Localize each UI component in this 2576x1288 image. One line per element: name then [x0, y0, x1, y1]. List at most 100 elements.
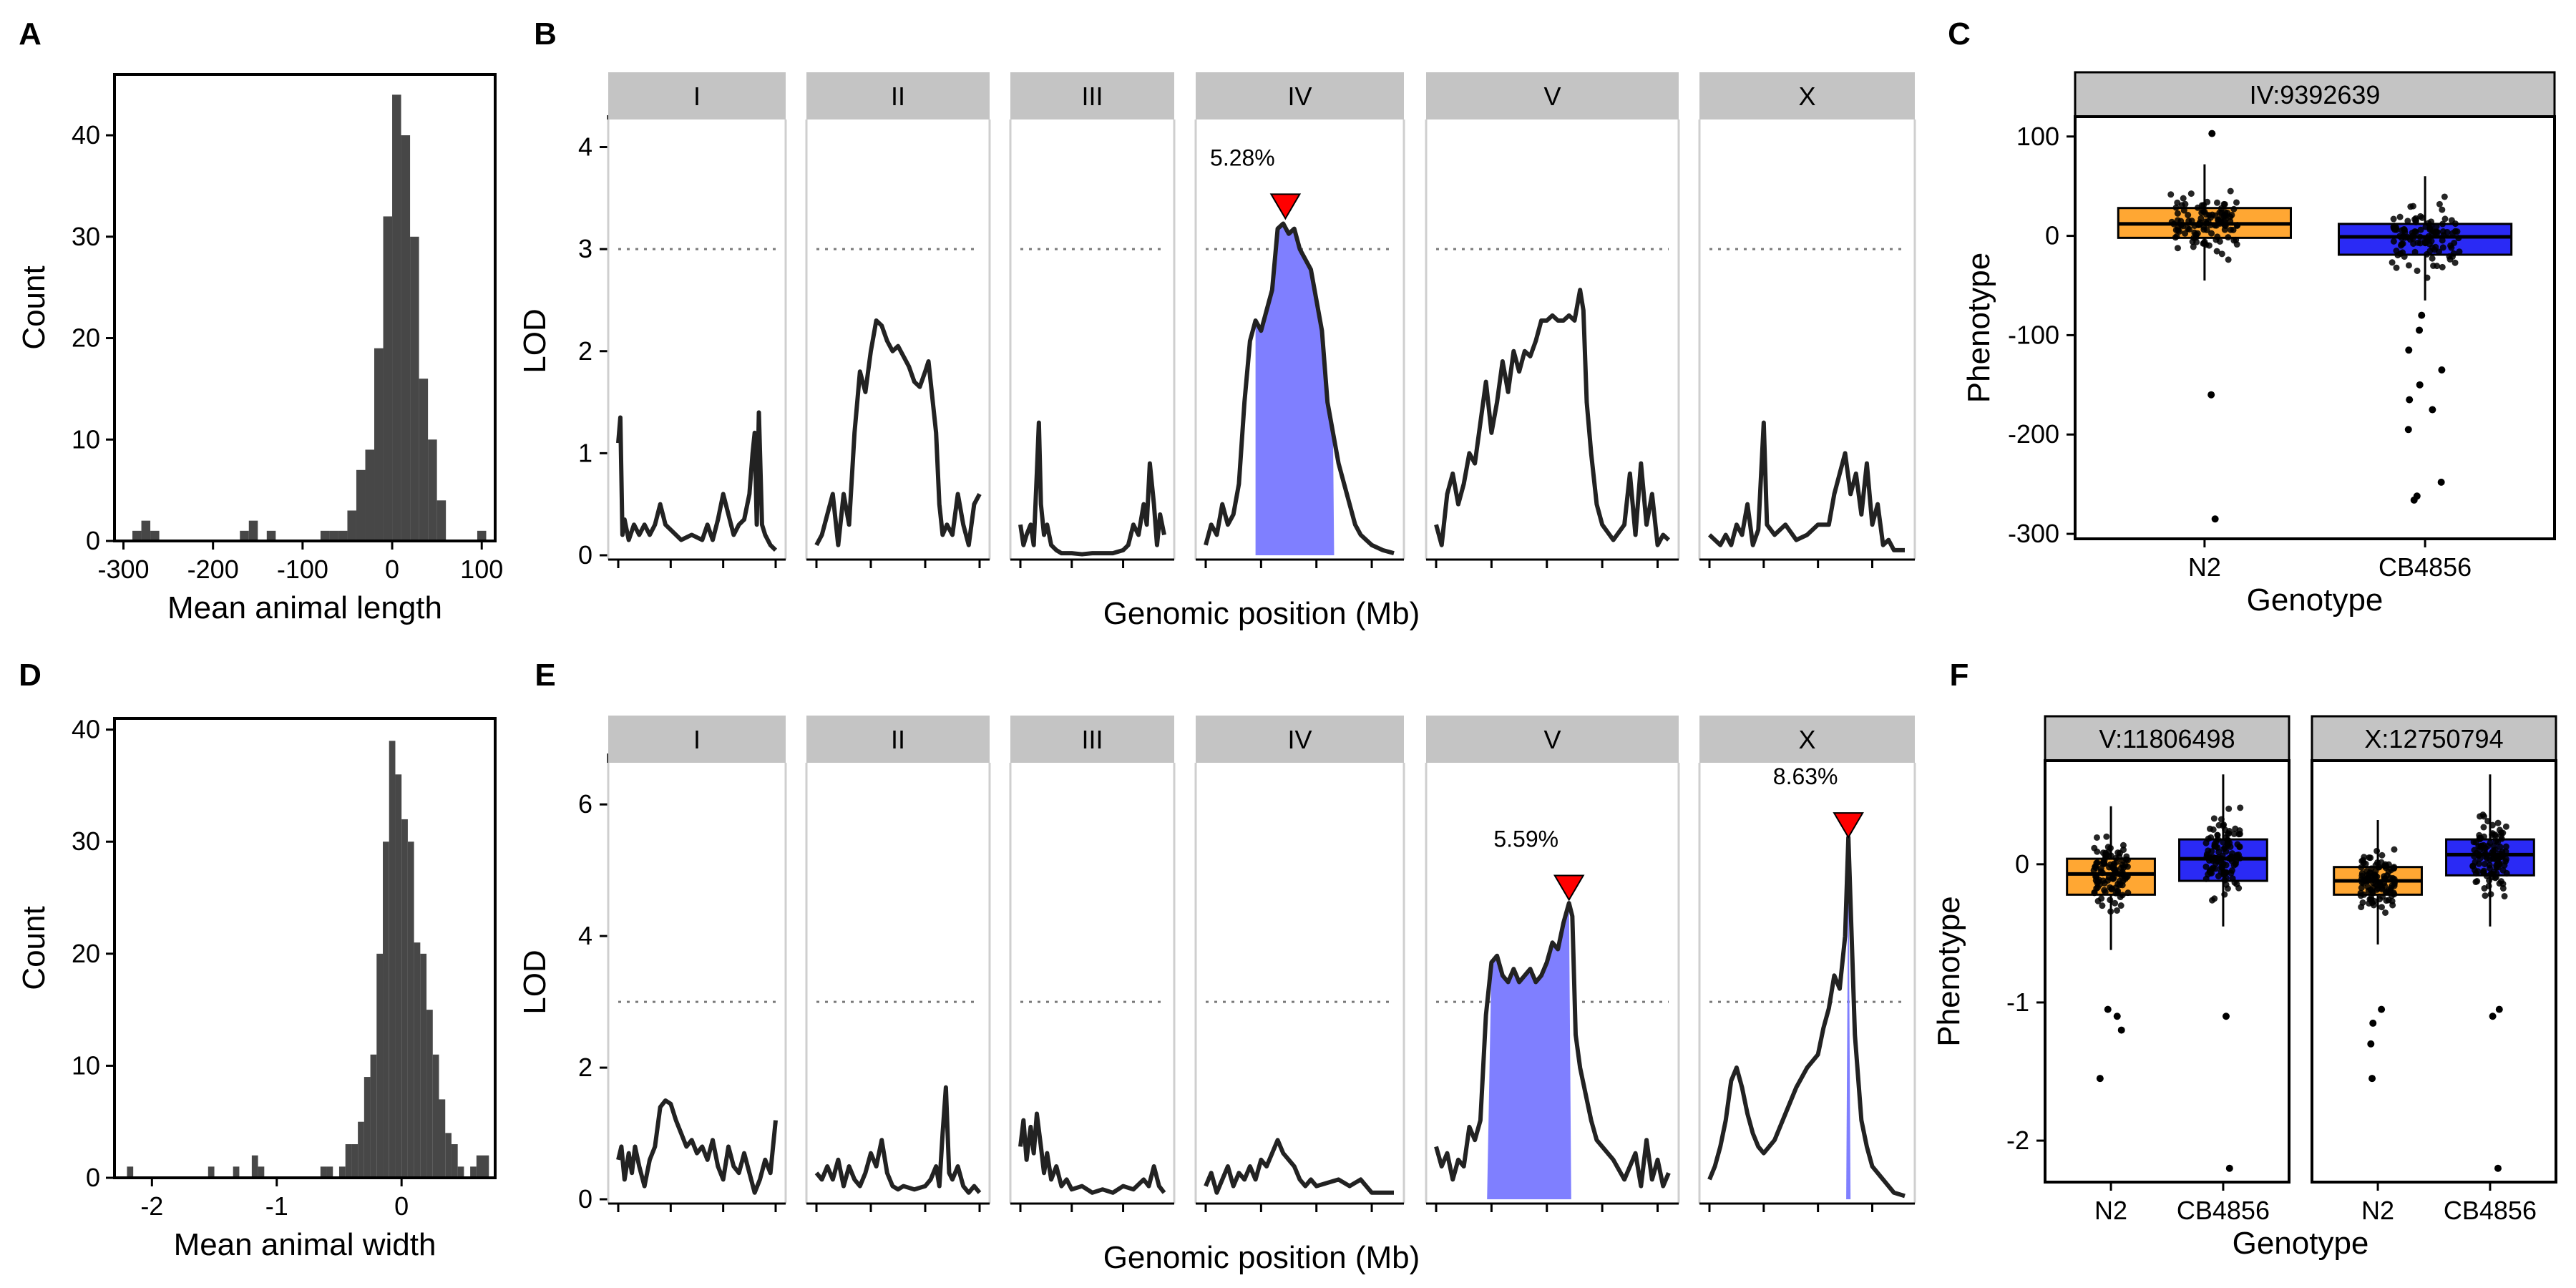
histogram-bar	[356, 469, 366, 541]
jitter-point	[2212, 212, 2219, 219]
jitter-point	[2218, 816, 2225, 823]
lod-curve	[814, 1085, 982, 1195]
jitter-point	[2382, 909, 2389, 916]
y-tick-label: -1	[2006, 987, 2029, 1017]
histogram-bar	[240, 530, 249, 541]
jitter-point	[2233, 199, 2240, 206]
jitter-point	[2474, 868, 2482, 875]
histogram-bar	[266, 530, 276, 541]
outlier-point	[2404, 426, 2412, 434]
jitter-point	[2439, 220, 2446, 228]
histogram-bar	[208, 1166, 215, 1178]
histogram-bar	[414, 942, 421, 1178]
jitter-point	[2201, 238, 2208, 245]
jitter-point	[2180, 195, 2187, 202]
facet-strip	[1699, 72, 1915, 119]
jitter-point	[2185, 212, 2192, 219]
jitter-point	[2228, 869, 2235, 877]
jitter-point	[2470, 839, 2477, 846]
facet-strip	[806, 72, 990, 119]
jitter-point	[2501, 892, 2508, 899]
y-tick-label: 0	[2015, 849, 2029, 879]
jitter-point	[2429, 230, 2436, 237]
y-tick-label: 0	[86, 1163, 100, 1192]
outlier-point	[2416, 326, 2424, 334]
jitter-point	[2487, 839, 2494, 847]
x-axis-label: Genotype	[2247, 582, 2384, 618]
jitter-point	[2371, 872, 2378, 879]
jitter-point	[2101, 879, 2108, 887]
jitter-point	[2475, 852, 2482, 859]
y-tick-label: 4	[578, 132, 592, 162]
variance-explained-label: 8.63%	[1773, 763, 1838, 789]
jitter-point	[2110, 862, 2117, 869]
qtl-confidence-interval	[1846, 837, 1851, 1199]
histogram-bar	[320, 530, 330, 541]
jitter-point	[2217, 220, 2224, 227]
jitter-point	[2237, 804, 2244, 811]
outlier-point	[2378, 1005, 2386, 1013]
jitter-point	[2401, 225, 2408, 233]
facet-strip	[2311, 715, 2557, 762]
lod-curve	[616, 410, 778, 552]
jitter-point	[2202, 839, 2210, 847]
jitter-point	[2439, 263, 2446, 270]
jitter-point	[2502, 823, 2509, 830]
y-tick-label: -200	[2008, 419, 2059, 449]
jitter-point	[2378, 904, 2385, 911]
jitter-point	[2218, 250, 2225, 258]
x-tick-label: CB4856	[2444, 1196, 2537, 1225]
histogram-bar	[358, 1121, 364, 1178]
outlier-point	[2429, 406, 2436, 414]
jitter-point	[2236, 831, 2243, 838]
y-tick-label: 0	[86, 526, 100, 555]
jitter-point	[2387, 884, 2394, 892]
facet-strip	[2074, 71, 2556, 118]
jitter-point	[2220, 200, 2228, 208]
outlier-point	[2225, 1164, 2233, 1172]
histogram-bar	[445, 1133, 452, 1178]
jitter-point	[2439, 237, 2446, 244]
y-tick-label: 20	[72, 939, 100, 968]
y-tick-label: 6	[578, 789, 592, 819]
plot-frame	[2044, 759, 2290, 1184]
jitter-point	[2424, 274, 2431, 281]
histogram-bar	[132, 530, 142, 541]
jitter-point	[2124, 889, 2132, 897]
histogram-d: 0 10 20 30 40 -2 -1 0 Mean animal width Count	[16, 715, 497, 1262]
jitter-point	[2091, 844, 2098, 852]
jitter-point	[2382, 861, 2389, 868]
facet-strip-label: X:12750794	[2364, 724, 2503, 753]
jitter-point	[2184, 225, 2191, 232]
outlier-point	[2207, 391, 2215, 399]
jitter-point	[2220, 839, 2227, 846]
jitter-point	[2215, 821, 2223, 829]
boxplot-c: 100 0 -100 -200 -300 Phenotype IV:9392639 N2 CB4…	[1961, 71, 2556, 618]
jitter-point	[2182, 230, 2189, 237]
histogram-bar	[419, 379, 429, 541]
jitter-point	[2116, 877, 2123, 884]
jitter-point	[2502, 843, 2509, 850]
jitter-point	[2428, 218, 2435, 225]
histogram-bar	[338, 1166, 346, 1178]
jitter-point	[2379, 852, 2386, 859]
jitter-point	[2416, 240, 2424, 247]
jitter-point	[2122, 856, 2129, 863]
lod-curve	[1707, 420, 1905, 552]
histogram-bar	[233, 1166, 240, 1178]
plot-frame	[113, 717, 497, 1179]
facet-strip	[1699, 716, 1915, 763]
jitter-point	[2364, 883, 2371, 890]
facet-strip-label: II	[891, 82, 905, 111]
jitter-point	[2487, 891, 2494, 898]
jitter-point	[2208, 866, 2215, 873]
lod-curve	[1707, 835, 1906, 1199]
jitter-point	[2409, 203, 2416, 210]
x-tick-label: -1	[265, 1191, 288, 1221]
histogram-bar	[420, 953, 427, 1178]
y-tick-label: 2	[578, 1053, 592, 1082]
outlier-point	[2489, 1013, 2497, 1020]
jitter-point	[2176, 228, 2183, 235]
histogram-bar	[476, 1155, 489, 1178]
jitter-point	[2198, 202, 2205, 209]
